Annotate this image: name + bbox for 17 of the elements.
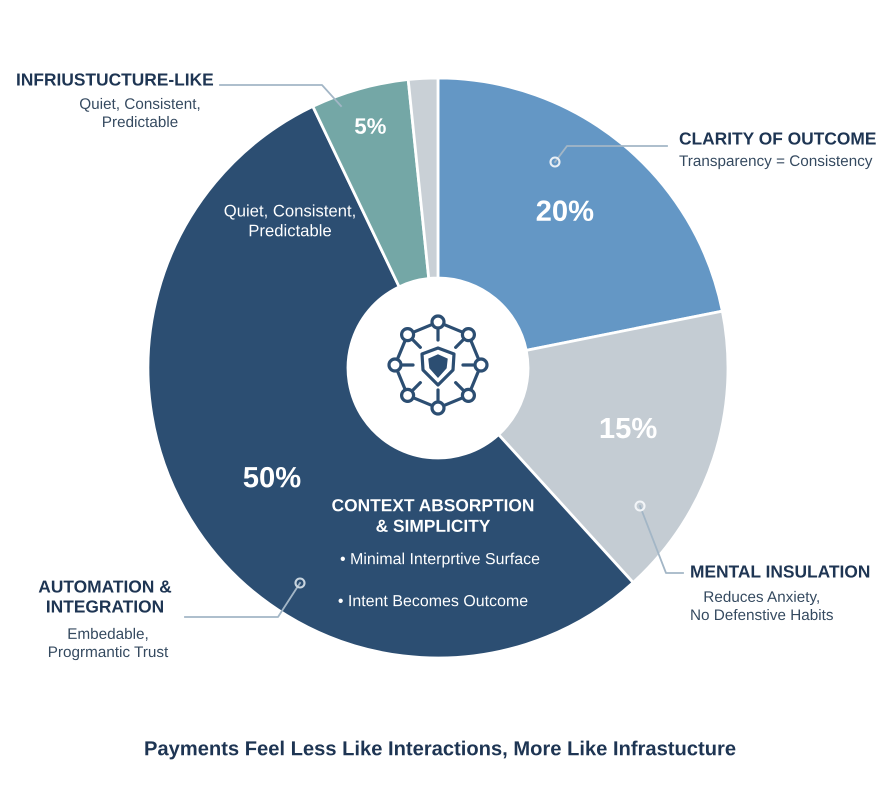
text: Embedable, Progrmantic Trust	[48, 628, 168, 660]
slice-label: CLARITY OF OUTCOME	[680, 132, 876, 145]
text: • Minimal Interprtive Surface	[340, 552, 540, 568]
text: Reduces Anxiety, No Defenstive Habits	[691, 590, 833, 620]
slice-label: AUTOMATION & INTEGRATION	[38, 580, 172, 613]
data-label: 15%	[600, 418, 657, 438]
text: • Intent Becomes Outcome	[338, 594, 528, 606]
text: Quiet, Consistent, Predictable	[224, 204, 355, 236]
data-label: 5%	[354, 118, 386, 134]
text: Quiet, Consistent, Predictable	[80, 98, 200, 128]
text: Payments Feel Less Like Interactions, More Like Infrastucture	[145, 740, 736, 760]
slice-label: MENTAL INSULATION	[691, 565, 870, 578]
text: CONTEXT ABSORPTION & SIMPLICITY	[332, 499, 534, 532]
data-label: 50%	[244, 466, 300, 488]
slice-label: INFRIUSTUCTURE-LIKE	[17, 73, 214, 86]
text: Transparency = Consistency	[679, 154, 872, 170]
data-label: 20%	[536, 200, 594, 222]
